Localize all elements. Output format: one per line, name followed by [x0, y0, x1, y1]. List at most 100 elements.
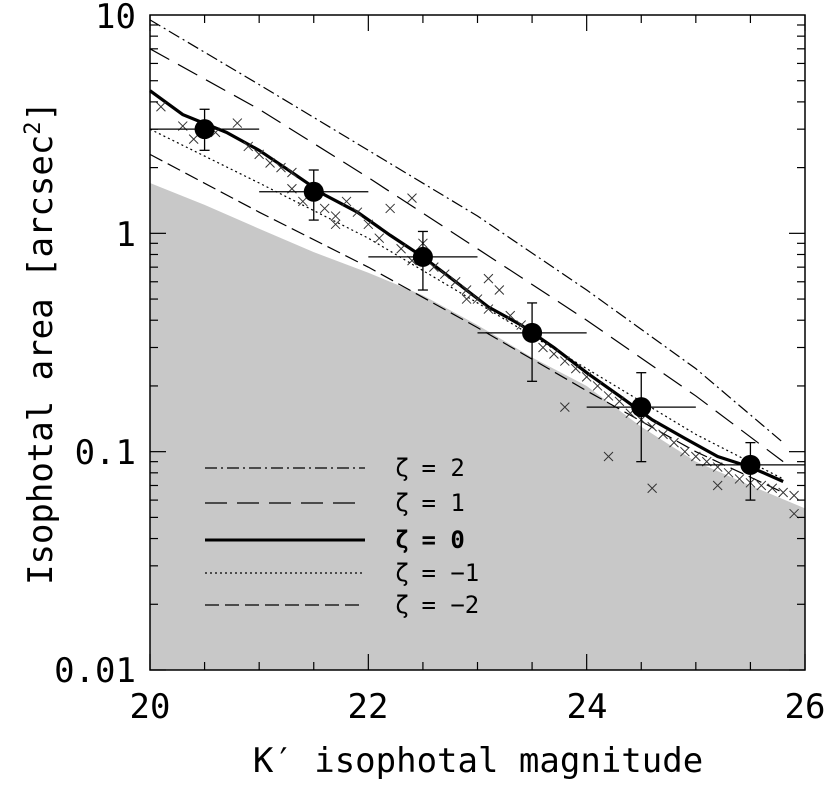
x-tick-label: 26 [785, 687, 826, 727]
data-point-cross [789, 490, 799, 501]
data-point-cross [483, 273, 494, 284]
legend-label-zeta-1: ζ = 1 [395, 489, 465, 517]
legend-symbol: ζ [395, 489, 409, 517]
data-point-cross [559, 356, 570, 366]
data-point-cross [276, 162, 286, 173]
data-point-cross [778, 487, 789, 498]
data-point-cross [297, 196, 308, 207]
y-tick-labels: 0.01 0.1 1 10 [54, 0, 136, 691]
y-tick-label: 0.1 [75, 433, 136, 473]
binned-points-layer [150, 108, 805, 501]
legend-label-zeta-2: ζ = 2 [395, 454, 465, 482]
y-tick-label: 10 [95, 0, 136, 37]
data-point-cross [428, 262, 439, 273]
legend-value: = −2 [421, 591, 479, 619]
data-point-cross [614, 396, 625, 407]
data-point-cross [319, 203, 330, 214]
data-point-cross [483, 304, 494, 314]
data-point-cross [232, 118, 243, 128]
data-point-cross [549, 349, 559, 359]
data-point-cross [450, 276, 461, 287]
series-line [149, 19, 784, 444]
data-point-cross [439, 269, 450, 280]
data-point-cross [756, 480, 767, 491]
data-point-cross [647, 483, 658, 494]
data-point-cross [363, 219, 374, 230]
axis-ticks [149, 15, 806, 671]
data-point-cross [396, 243, 406, 254]
data-point-cross [330, 211, 341, 221]
legend-label-zeta-minus-2: ζ = −2 [395, 591, 479, 619]
data-point-cross [669, 437, 679, 448]
legend: ζ = 2 ζ = 1 ζ = 0 ζ = −1 ζ = −2 [205, 454, 479, 619]
series-line [149, 48, 784, 463]
data-point-cross [156, 101, 166, 112]
data-point-cross [472, 294, 483, 304]
legend-symbol: ζ [395, 591, 409, 619]
binned-point [194, 119, 215, 140]
legend-symbol: ζ [395, 559, 409, 587]
data-point-cross [690, 451, 701, 462]
detection-limit-region [150, 183, 805, 670]
legend-value: = 1 [421, 489, 464, 517]
data-point-cross [538, 342, 548, 353]
data-point-cross [461, 285, 472, 295]
data-point-cross [385, 203, 396, 214]
data-point-cross [287, 167, 297, 178]
data-point-cross [461, 294, 472, 304]
data-point-cross [603, 391, 614, 401]
legend-value: = −1 [421, 559, 479, 587]
data-point-cross [254, 149, 265, 160]
data-point-cross [374, 233, 385, 244]
data-point-cross [789, 508, 799, 519]
y-axis-title-close: ] [21, 101, 61, 121]
series-line [149, 153, 784, 494]
x-tick-label: 20 [130, 687, 171, 727]
y-axis-title-main: Isophotal area [arcsec [21, 135, 61, 585]
legend-symbol: ζ [395, 526, 409, 554]
data-point-cross [330, 219, 341, 230]
series-line [149, 89, 784, 483]
x-tick-label: 24 [567, 687, 608, 727]
series-line [149, 128, 784, 480]
y-tick-label: 0.01 [54, 651, 136, 691]
data-point-cross [265, 158, 275, 168]
data-point-cross [188, 134, 199, 145]
x-tick-labels: 20 22 24 26 [130, 687, 826, 727]
legend-label-zeta-minus-1: ζ = −1 [395, 559, 479, 587]
scatter-points-layer [156, 101, 799, 519]
data-point-cross [505, 310, 516, 321]
data-point-cross [723, 467, 734, 478]
legend-symbol: ζ [395, 454, 409, 482]
binned-point [631, 397, 652, 418]
y-axis-title: Isophotal area [arcsec2] [21, 101, 61, 585]
data-point-cross [592, 381, 603, 391]
data-point-cross [712, 462, 723, 472]
data-point-cross [407, 193, 417, 203]
binned-point [522, 322, 543, 343]
data-point-cross [581, 372, 592, 382]
binned-point [303, 181, 324, 202]
detection-limit-layer [150, 183, 805, 670]
data-point-cross [680, 446, 690, 457]
legend-label-zeta-0: ζ = 0 [395, 526, 465, 554]
legend-value: = 0 [421, 526, 464, 554]
data-point-cross [243, 141, 254, 152]
legend-value: = 2 [421, 454, 464, 482]
data-point-cross [603, 451, 614, 462]
x-tick-label: 22 [348, 687, 389, 727]
data-point-cross [647, 421, 658, 432]
data-point-cross [494, 285, 505, 295]
binned-point [740, 454, 761, 475]
data-point-cross [559, 402, 570, 412]
model-lines-layer [149, 19, 784, 494]
data-point-cross [341, 196, 352, 207]
data-point-cross [658, 429, 668, 440]
y-tick-label: 1 [116, 215, 136, 255]
data-point-cross [767, 483, 778, 494]
y-axis-title-exponent: 2 [21, 121, 46, 134]
data-point-cross [570, 363, 581, 374]
x-axis-title: K′ isophotal magnitude [253, 741, 703, 781]
data-point-cross [712, 480, 723, 491]
